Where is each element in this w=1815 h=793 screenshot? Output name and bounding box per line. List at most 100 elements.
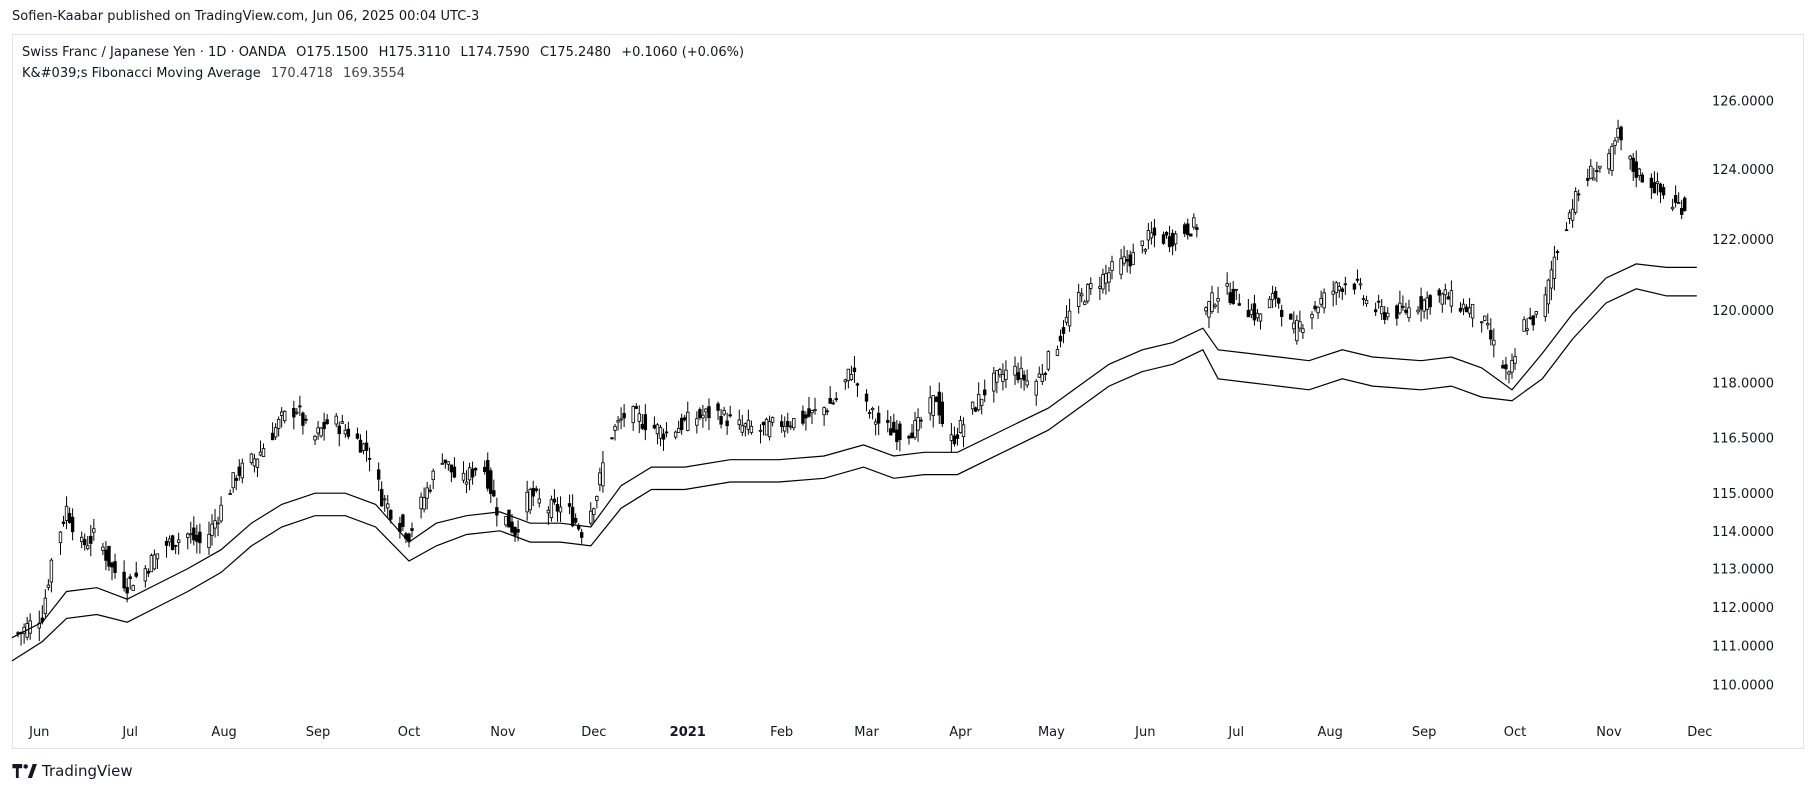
candle-body <box>929 398 932 413</box>
candle-body <box>483 467 486 471</box>
y-tick-label: 120.0000 <box>1712 304 1774 319</box>
candle-body <box>771 418 774 423</box>
y-tick-label: 118.0000 <box>1712 376 1774 391</box>
candle-body <box>1386 313 1389 317</box>
candle-body <box>889 429 892 435</box>
candle-body <box>962 425 965 437</box>
y-tick-label: 126.0000 <box>1712 94 1774 109</box>
candle-body <box>1193 218 1196 227</box>
candle-body <box>365 443 368 450</box>
candle-body <box>174 545 177 546</box>
candle-body <box>638 414 641 421</box>
candle-body <box>1247 310 1250 316</box>
candle-body <box>653 425 656 428</box>
candle-body <box>1423 300 1426 311</box>
candle-body <box>1250 310 1253 315</box>
candle-body <box>1314 306 1317 309</box>
y-tick-label: 115.0000 <box>1712 487 1774 502</box>
candle-body <box>1405 310 1408 312</box>
candle-body <box>1323 293 1326 308</box>
fma-lines-layer <box>12 264 1697 661</box>
candle-body <box>535 489 538 491</box>
candle-body <box>126 587 129 593</box>
candle-body <box>1171 233 1174 245</box>
candle-body <box>341 422 344 424</box>
candle-body <box>123 572 126 588</box>
candle-body <box>999 370 1002 375</box>
candle-body <box>686 412 689 430</box>
candle-body <box>950 435 953 441</box>
candle-body <box>556 504 559 511</box>
candle-body <box>1459 308 1462 311</box>
candle-body <box>765 419 768 435</box>
candle-body <box>1447 297 1450 299</box>
candle-body <box>956 435 959 439</box>
candle-body <box>1256 313 1259 318</box>
candle-body <box>238 467 241 476</box>
price-chart[interactable]: 126.0000 124.0000 122.0000 120.0000 118.0000… <box>0 0 1815 760</box>
candle-body <box>786 421 789 426</box>
candle-body <box>259 452 262 455</box>
candle-body <box>1614 141 1617 146</box>
candle-body <box>320 428 323 436</box>
candle-body <box>911 433 914 438</box>
candle-body <box>896 430 899 442</box>
candle-body <box>726 421 729 426</box>
candle-body <box>1123 257 1126 263</box>
candle-body <box>165 541 168 545</box>
candle-body <box>89 536 92 543</box>
candle-body <box>229 494 232 495</box>
candle-body <box>1608 154 1611 169</box>
candle-body <box>486 460 489 488</box>
candle-body <box>71 517 74 531</box>
candle-body <box>917 418 920 430</box>
candle-body <box>1086 285 1089 301</box>
candle-body <box>938 392 941 415</box>
candle-body <box>893 422 896 432</box>
candle-body <box>386 504 389 508</box>
candle-body <box>1662 187 1665 194</box>
candle-body <box>1417 310 1420 312</box>
candle-body <box>1465 307 1468 312</box>
candle-body <box>1502 365 1505 368</box>
candle-body <box>1638 169 1641 176</box>
candle-body <box>1589 166 1592 178</box>
time-axis[interactable]: Jun Jul Aug Sep Oct Nov Dec 2021 Feb Mar Apr May Jun… <box>28 725 1712 740</box>
candle-body <box>1526 329 1529 331</box>
candle-body <box>1653 183 1656 193</box>
candle-body <box>553 499 556 502</box>
candle-body <box>262 448 265 456</box>
price-axis[interactable]: 126.0000 124.0000 122.0000 120.0000 118.0000… <box>1712 94 1774 693</box>
candle-body <box>899 424 902 440</box>
candle-body <box>886 420 889 422</box>
candle-body <box>1532 316 1535 325</box>
candle-body <box>1005 370 1008 379</box>
candle-body <box>920 420 923 421</box>
candle-body <box>280 412 283 415</box>
candle-body <box>171 536 174 550</box>
candle-body <box>493 491 496 496</box>
candle-body <box>996 371 999 383</box>
candle-body <box>344 430 347 434</box>
candle-body <box>793 418 796 427</box>
candle-body <box>1311 314 1314 317</box>
candle-body <box>1099 287 1102 289</box>
candle-body <box>1277 299 1280 304</box>
candle-body <box>1468 308 1471 313</box>
candle-body <box>356 434 359 438</box>
candle-body <box>1205 308 1208 311</box>
candle-body <box>302 413 305 425</box>
x-tick-label: Dec <box>1687 725 1712 740</box>
candle-body <box>1089 283 1092 288</box>
candle-body <box>708 407 711 418</box>
candle-body <box>1296 320 1299 340</box>
candle-body <box>1429 296 1432 307</box>
candle-body <box>335 416 338 424</box>
candle-body <box>177 540 180 543</box>
candle-body <box>1396 306 1399 318</box>
candle-body <box>529 489 532 509</box>
footer-brand[interactable]: TradingView <box>42 762 133 780</box>
candle-body <box>1080 294 1083 296</box>
candle-body <box>644 415 647 430</box>
candle-body <box>241 463 244 478</box>
